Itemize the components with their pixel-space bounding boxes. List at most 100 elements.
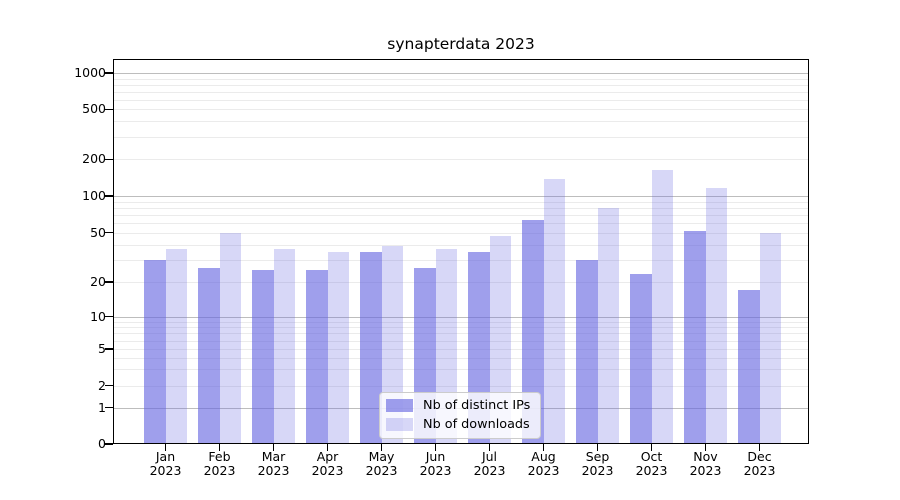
gridline-major <box>113 196 809 197</box>
chart-title: synapterdata 2023 <box>387 35 535 53</box>
bar-distinct-ips <box>360 251 382 444</box>
x-tick-label: Jul 2023 <box>473 449 506 478</box>
gridline-minor <box>113 349 809 350</box>
gridline-minor <box>113 232 809 234</box>
y-tick-mark <box>105 407 113 409</box>
x-tick-mark <box>272 444 275 451</box>
bar-distinct-ips <box>252 269 274 444</box>
gridline-minor <box>113 78 809 80</box>
gridline-minor <box>113 327 809 329</box>
bar-downloads <box>273 248 295 444</box>
x-tick-label: Apr 2023 <box>311 449 344 478</box>
x-tick-label: Aug 2023 <box>527 449 560 478</box>
plot-area <box>113 59 809 444</box>
gridline-minor <box>113 214 809 216</box>
legend-swatch-downloads <box>386 418 413 431</box>
x-tick-label: Mar 2023 <box>257 449 290 478</box>
bar-distinct-ips <box>198 267 220 444</box>
y-tick-label: 500 <box>82 101 106 117</box>
y-tick-mark <box>105 348 113 350</box>
gridline-minor <box>113 121 809 123</box>
bar-downloads <box>219 232 241 444</box>
x-tick-mark <box>488 444 491 451</box>
legend-item-downloads: Nb of downloads <box>386 417 530 432</box>
bar-distinct-ips <box>738 290 760 444</box>
y-tick-label: 20 <box>90 274 106 289</box>
y-tick-mark <box>105 232 113 234</box>
legend-label-distinct-ips: Nb of distinct IPs <box>423 398 531 413</box>
bar-downloads <box>597 208 619 444</box>
gridline-minor <box>113 244 809 246</box>
gridline-minor <box>113 340 809 342</box>
gridline-minor <box>113 223 809 225</box>
y-tick-mark <box>105 72 113 74</box>
bar-distinct-ips <box>306 269 328 444</box>
y-tick-label: 50 <box>90 224 106 240</box>
x-tick-label: May 2023 <box>365 449 398 478</box>
bar-downloads <box>489 236 511 444</box>
x-tick-mark <box>704 444 707 451</box>
y-tick-label: 1000 <box>74 65 106 80</box>
y-tick-label: 2 <box>98 377 106 393</box>
bar-distinct-ips <box>684 230 706 444</box>
legend-item-distinct-ips: Nb of distinct IPs <box>386 398 530 413</box>
x-tick-label: Dec 2023 <box>743 449 776 478</box>
x-tick-mark <box>164 444 167 451</box>
bar-downloads <box>165 248 187 444</box>
gridline-minor <box>113 137 809 139</box>
y-tick-label: 10 <box>90 308 106 324</box>
gridline-minor <box>113 99 809 101</box>
x-tick-label: Jun 2023 <box>419 449 452 478</box>
bar-distinct-ips <box>522 220 544 444</box>
y-tick-mark <box>105 108 113 110</box>
bar-distinct-ips <box>144 260 166 444</box>
x-tick-mark <box>758 444 761 451</box>
y-tick-mark <box>105 316 113 318</box>
x-tick-mark <box>380 444 383 451</box>
gridline-minor <box>113 369 809 371</box>
y-tick-label: 200 <box>82 151 106 167</box>
gridline-minor <box>113 201 809 203</box>
x-tick-mark <box>434 444 437 451</box>
y-tick-mark <box>105 158 113 160</box>
legend: Nb of distinct IPs Nb of downloads <box>379 392 542 439</box>
gridline-major <box>113 73 809 74</box>
gridline-minor <box>113 84 809 86</box>
gridline-minor <box>113 333 809 335</box>
x-tick-mark <box>326 444 329 451</box>
y-tick-mark <box>105 195 113 197</box>
x-tick-mark <box>542 444 545 451</box>
y-tick-label: 0 <box>98 436 106 451</box>
y-tick-mark <box>105 281 113 283</box>
gridline-minor <box>113 109 809 111</box>
y-tick-label: 5 <box>98 341 106 356</box>
x-tick-mark <box>218 444 221 451</box>
x-tick-mark <box>650 444 653 451</box>
x-tick-label: Sep 2023 <box>581 449 614 478</box>
x-tick-label: Oct 2023 <box>635 449 668 478</box>
x-tick-label: Nov 2023 <box>689 449 722 478</box>
bar-distinct-ips <box>630 274 652 444</box>
gridline-major <box>113 316 809 318</box>
x-tick-mark <box>596 444 599 451</box>
gridline-minor <box>113 282 809 283</box>
legend-label-downloads: Nb of downloads <box>423 417 530 432</box>
x-tick-label: Feb 2023 <box>203 449 236 478</box>
bar-downloads <box>705 187 727 444</box>
gridline-minor <box>113 321 809 323</box>
bar-downloads <box>651 170 673 444</box>
x-tick-label: Jan 2023 <box>149 449 182 478</box>
gridline-minor <box>113 91 809 93</box>
y-tick-label: 1 <box>98 399 106 415</box>
gridline-minor <box>113 260 809 262</box>
bar-distinct-ips <box>576 260 598 444</box>
gridline-minor <box>113 159 809 161</box>
legend-swatch-distinct-ips <box>386 399 413 412</box>
y-tick-mark <box>105 385 113 387</box>
bar-downloads <box>759 232 781 444</box>
gridline-minor <box>113 357 809 359</box>
gridline-minor <box>113 385 809 387</box>
gridline-minor <box>113 207 809 209</box>
bar-downloads <box>327 251 349 444</box>
